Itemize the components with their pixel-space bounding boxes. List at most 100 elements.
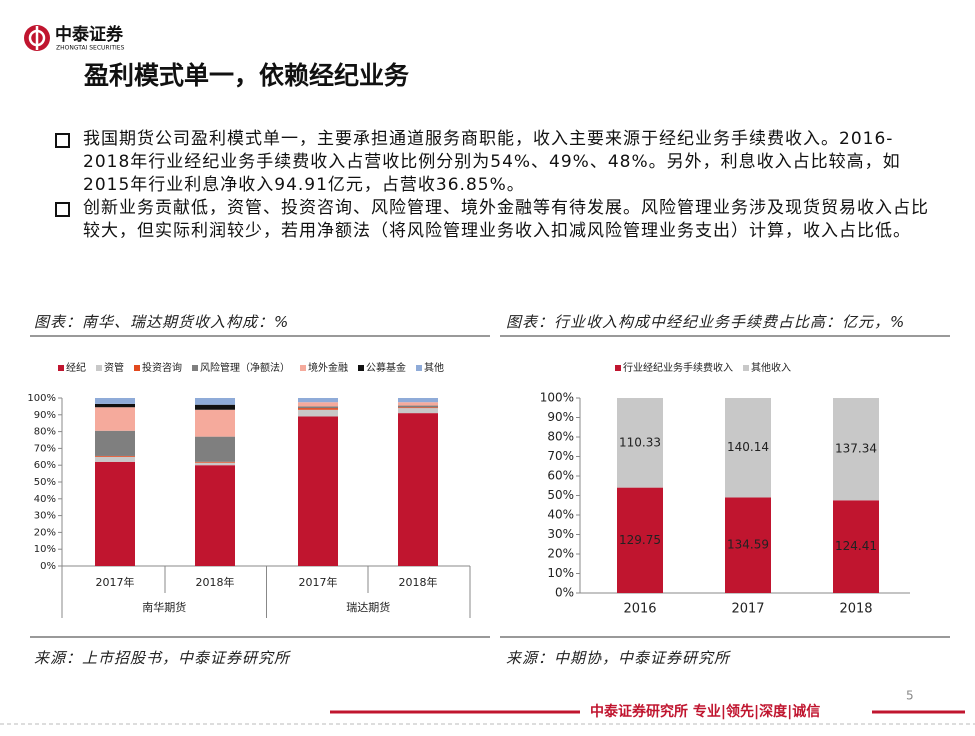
bullet-text: 创新业务贡献低，资管、投资咨询、风险管理、境外金融等有待发展。风险管理业务涉及现… [83, 198, 929, 241]
bar-segment [725, 497, 771, 593]
y-tick-label: 0% [40, 561, 56, 572]
legend-swatch [743, 365, 749, 371]
y-tick-label: 60% [34, 460, 56, 471]
legend-label: 公募基金 [366, 361, 406, 374]
legend-label: 投资咨询 [142, 361, 182, 374]
bar-segment [617, 487, 663, 593]
bar-segment [95, 455, 135, 457]
bar-segment [298, 416, 338, 566]
legend-swatch [96, 365, 102, 371]
y-tick-label: 100% [540, 391, 574, 405]
data-label: 124.41 [835, 539, 877, 553]
y-tick-label: 60% [547, 469, 574, 483]
x-tick-label: 2017 [731, 602, 764, 617]
bullet-list: 我国期货公司盈利模式单一，主要承担通道服务商职能，收入主要来源于经纪业务手续费收… [55, 128, 935, 243]
y-tick-label: 70% [34, 443, 56, 454]
data-label: 134.59 [727, 538, 769, 552]
bullet-box [55, 133, 70, 148]
chart-source: 来源：中期协，中泰证券研究所 [506, 649, 731, 667]
bar-segment [195, 462, 235, 466]
bar-segment [398, 407, 438, 409]
legend-label: 其他收入 [751, 361, 791, 374]
y-tick-label: 20% [34, 527, 56, 538]
bar-segment [195, 398, 235, 405]
legend-swatch [134, 365, 140, 371]
y-tick-label: 10% [547, 566, 574, 580]
bar-segment [298, 398, 338, 403]
y-tick-label: 80% [34, 427, 56, 438]
chart-caption: 图表：行业收入构成中经纪业务手续费占比高：亿元，% [506, 313, 906, 331]
bar-segment [725, 398, 771, 498]
legend-swatch [58, 365, 64, 371]
legend-label: 行业经纪业务手续费收入 [623, 361, 733, 374]
y-tick-label: 90% [547, 410, 574, 424]
data-label: 140.14 [727, 440, 769, 454]
y-tick-label: 80% [547, 430, 574, 444]
y-tick-label: 50% [547, 488, 574, 502]
legend-swatch [358, 365, 364, 371]
bar-segment [833, 398, 879, 501]
y-tick-label: 50% [34, 477, 56, 488]
chart-caption: 图表：南华、瑞达期货收入构成：% [34, 313, 290, 331]
bullet-item: 创新业务贡献低，资管、投资咨询、风险管理、境外金融等有待发展。风险管理业务涉及现… [55, 197, 935, 243]
page-number: 5 [906, 689, 914, 703]
bar-segment [617, 398, 663, 488]
legend-swatch [416, 365, 422, 371]
y-tick-label: 40% [547, 508, 574, 522]
x-tick-label: 2018年 [196, 575, 235, 589]
bar-segment [298, 408, 338, 410]
data-label: 129.75 [619, 533, 661, 547]
x-tick-label: 2017年 [96, 575, 135, 589]
legend-label: 其他 [424, 361, 444, 374]
bar-segment [398, 402, 438, 406]
x-tick-label: 2018年 [399, 575, 438, 589]
legend-label: 经纪 [66, 361, 86, 374]
bar-segment [298, 406, 338, 409]
bar-segment [195, 404, 235, 410]
bar-segment [195, 409, 235, 437]
bar-segment [95, 430, 135, 456]
y-tick-label: 40% [34, 494, 56, 505]
bar-segment [398, 408, 438, 414]
logo: 中泰证券 ZHONGTAI SECURITIES [24, 24, 125, 52]
bar-segment [833, 500, 879, 593]
bar-segment [95, 456, 135, 462]
bar-segment [195, 461, 235, 463]
bar-segment [195, 436, 235, 462]
y-tick-label: 100% [27, 393, 56, 404]
x-tick-label: 2017年 [299, 575, 338, 589]
bar-segment [398, 405, 438, 408]
bullet-box [55, 202, 70, 217]
legend-swatch [615, 365, 621, 371]
bar-segment [95, 398, 135, 404]
legend-label: 境外金融 [308, 361, 348, 374]
bar-segment [298, 409, 338, 417]
legend-swatch [300, 365, 306, 371]
bar-segment [398, 398, 438, 403]
slide-title: 盈利模式单一，依赖经纪业务 [84, 61, 410, 90]
x-tick-label: 2016 [623, 602, 656, 617]
x-tick-label: 2018 [839, 602, 872, 617]
group-label: 南华期货 [142, 600, 186, 614]
data-label: 137.34 [835, 442, 877, 456]
logo-name: 中泰证券 [55, 24, 124, 45]
footer-text: 中泰证券研究所 专业|领先|深度|诚信 [590, 703, 820, 720]
bar-segment [298, 402, 338, 407]
y-tick-label: 70% [547, 449, 574, 463]
y-tick-label: 20% [547, 547, 574, 561]
bullet-text: 我国期货公司盈利模式单一，主要承担通道服务商职能，收入主要来源于经纪业务手续费收… [83, 129, 901, 195]
legend-label: 资管 [104, 361, 124, 374]
y-tick-label: 30% [547, 527, 574, 541]
bullet-item: 我国期货公司盈利模式单一，主要承担通道服务商职能，收入主要来源于经纪业务手续费收… [55, 128, 935, 197]
legend-label: 风险管理（净额法） [200, 361, 290, 374]
bar-segment [95, 407, 135, 431]
y-tick-label: 90% [34, 410, 56, 421]
group-label: 瑞达期货 [346, 600, 390, 614]
bar-segment [95, 403, 135, 408]
y-tick-label: 30% [34, 511, 56, 522]
chart-source: 来源：上市招股书，中泰证券研究所 [34, 649, 291, 667]
data-label: 110.33 [619, 435, 661, 449]
bar-segment [95, 461, 135, 566]
